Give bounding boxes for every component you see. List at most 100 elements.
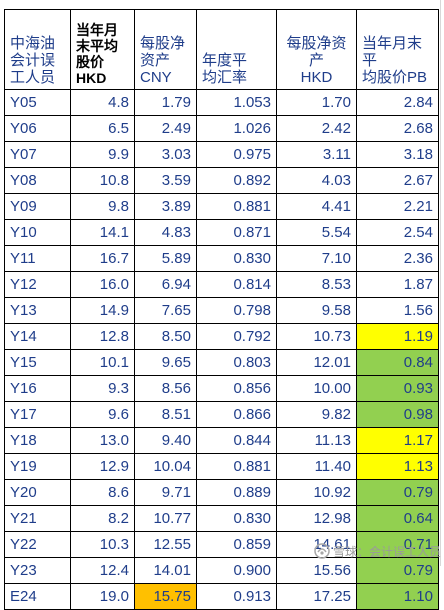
pb-cell: 0.79 [356, 479, 439, 506]
table-row: Y11 16.7 5.89 0.830 7.10 2.36 [4, 245, 439, 272]
table-row: Y15 10.1 9.65 0.803 12.01 0.84 [4, 349, 439, 376]
header-cell-fx: 年度平 均汇率 [196, 9, 277, 90]
row-label-cell: Y16 [4, 375, 71, 402]
bvps-cny-cell: 2.49 [134, 115, 197, 142]
spreadsheet: 中海油 会计误 工人员 当年月 末平均 股价 HKD 每股净 资产 CNY 年度… [4, 0, 442, 610]
table-row: Y09 9.8 3.89 0.881 4.41 2.21 [4, 193, 439, 220]
bvps-hkd-cell: 2.42 [276, 115, 357, 142]
pb-cell: 0.71 [356, 531, 439, 558]
bvps-hkd-cell: 3.11 [276, 141, 357, 168]
fx-rate-cell: 0.900 [196, 557, 277, 584]
pb-cell: 1.17 [356, 427, 439, 454]
bvps-hkd-cell: 5.54 [276, 219, 357, 246]
price-cell: 16.0 [70, 271, 135, 298]
price-cell: 10.3 [70, 531, 135, 558]
table-row: Y12 16.0 6.94 0.814 8.53 1.87 [4, 271, 439, 298]
row-label-cell: Y17 [4, 401, 71, 428]
bvps-cny-cell: 9.40 [134, 427, 197, 454]
price-cell: 13.0 [70, 427, 135, 454]
header-cell-bvps-hkd: 每股净资产 HKD [276, 9, 357, 90]
price-cell: 12.9 [70, 453, 135, 480]
fx-rate-cell: 0.871 [196, 219, 277, 246]
table-row: Y19 12.9 10.04 0.881 11.40 1.13 [4, 453, 439, 480]
price-cell: 19.0 [70, 583, 135, 610]
pb-cell: 2.21 [356, 193, 439, 220]
bvps-cny-cell: 9.71 [134, 479, 197, 506]
table-row: Y18 13.0 9.40 0.844 11.13 1.17 [4, 427, 439, 454]
fx-rate-cell: 0.844 [196, 427, 277, 454]
pb-cell: 2.84 [356, 89, 439, 116]
pb-cell: 3.18 [356, 141, 439, 168]
price-cell: 9.9 [70, 141, 135, 168]
row-label-cell: Y19 [4, 453, 71, 480]
bvps-cny-cell: 6.94 [134, 271, 197, 298]
bvps-hkd-cell: 10.73 [276, 323, 357, 350]
fx-rate-cell: 0.814 [196, 271, 277, 298]
bvps-cny-cell: 9.65 [134, 349, 197, 376]
price-cell: 9.8 [70, 193, 135, 220]
bvps-cny-cell: 12.55 [134, 531, 197, 558]
price-cell: 14.1 [70, 219, 135, 246]
table-row: E24 19.0 15.75 0.913 17.25 1.10 [4, 583, 439, 610]
column-gridline [440, 0, 441, 566]
fx-rate-cell: 1.053 [196, 89, 277, 116]
pb-cell: 2.36 [356, 245, 439, 272]
row-label-cell: Y21 [4, 505, 71, 532]
bvps-cny-cell: 8.50 [134, 323, 197, 350]
pb-cell: 1.13 [356, 453, 439, 480]
pb-cell: 0.93 [356, 375, 439, 402]
bvps-hkd-cell: 11.13 [276, 427, 357, 454]
pb-cell: 0.64 [356, 505, 439, 532]
row-label-cell: Y09 [4, 193, 71, 220]
price-cell: 12.4 [70, 557, 135, 584]
fx-rate-cell: 0.881 [196, 193, 277, 220]
table-row: Y14 12.8 8.50 0.792 10.73 1.19 [4, 323, 439, 350]
fx-rate-cell: 0.913 [196, 583, 277, 610]
price-cell: 10.1 [70, 349, 135, 376]
bvps-hkd-cell: 9.58 [276, 297, 357, 324]
bvps-hkd-cell: 10.92 [276, 479, 357, 506]
pb-cell: 1.56 [356, 297, 439, 324]
fx-rate-cell: 0.881 [196, 453, 277, 480]
bvps-hkd-cell: 17.25 [276, 583, 357, 610]
bvps-cny-cell: 10.04 [134, 453, 197, 480]
pb-cell: 0.84 [356, 349, 439, 376]
bvps-hkd-cell: 11.40 [276, 453, 357, 480]
row-label-cell: Y12 [4, 271, 71, 298]
fx-rate-cell: 0.792 [196, 323, 277, 350]
table-row: Y13 14.9 7.65 0.798 9.58 1.56 [4, 297, 439, 324]
row-label-cell: Y22 [4, 531, 71, 558]
table-row: Y07 9.9 3.03 0.975 3.11 3.18 [4, 141, 439, 168]
table-row: Y10 14.1 4.83 0.871 5.54 2.54 [4, 219, 439, 246]
bvps-cny-cell: 8.56 [134, 375, 197, 402]
bvps-hkd-cell: 10.00 [276, 375, 357, 402]
row-label-cell: Y05 [4, 89, 71, 116]
fx-rate-cell: 0.803 [196, 349, 277, 376]
table-row: Y08 10.8 3.59 0.892 4.03 2.67 [4, 167, 439, 194]
watermark-text: 雪球：会计误工人员 [333, 544, 442, 559]
price-cell: 16.7 [70, 245, 135, 272]
table-row: Y17 9.6 8.51 0.866 9.82 0.98 [4, 401, 439, 428]
row-label-cell: Y14 [4, 323, 71, 350]
header-cell-bvps-cny: 每股净 资产 CNY [134, 9, 197, 90]
fx-rate-cell: 0.975 [196, 141, 277, 168]
pb-cell: 1.87 [356, 271, 439, 298]
price-cell: 9.3 [70, 375, 135, 402]
header-cell-price: 当年月 末平均 股价 HKD [70, 9, 135, 90]
pb-cell: 2.68 [356, 115, 439, 142]
bvps-cny-cell: 3.89 [134, 193, 197, 220]
price-cell: 6.5 [70, 115, 135, 142]
bvps-hkd-cell: 1.70 [276, 89, 357, 116]
bvps-hkd-cell: 12.01 [276, 349, 357, 376]
price-cell: 9.6 [70, 401, 135, 428]
bvps-hkd-cell: 4.03 [276, 167, 357, 194]
bvps-hkd-cell: 8.53 [276, 271, 357, 298]
row-label-cell: Y18 [4, 427, 71, 454]
price-cell: 10.8 [70, 167, 135, 194]
header-cell-label: 中海油 会计误 工人员 [4, 9, 71, 90]
fx-rate-cell: 0.798 [196, 297, 277, 324]
price-cell: 8.6 [70, 479, 135, 506]
header-cell-pb: 当年月末平 均股价PB [356, 9, 439, 90]
bvps-hkd-cell: 7.10 [276, 245, 357, 272]
fx-rate-cell: 0.859 [196, 531, 277, 558]
